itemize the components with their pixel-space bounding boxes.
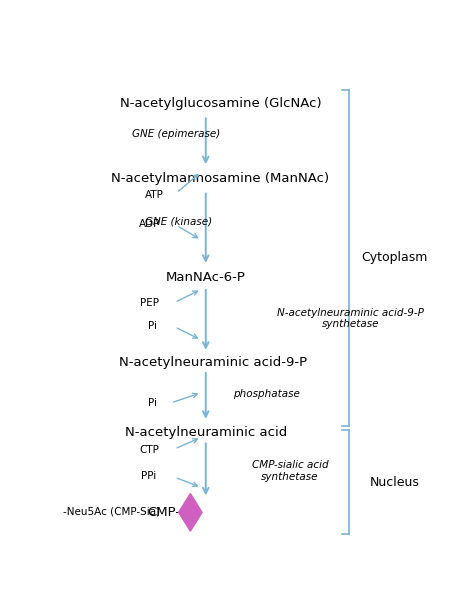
Text: N-acetylneuraminic acid: N-acetylneuraminic acid: [124, 426, 287, 439]
Text: Pi: Pi: [148, 398, 157, 408]
Text: GNE (kinase): GNE (kinase): [145, 216, 212, 226]
Text: Pi: Pi: [148, 321, 157, 331]
Text: Cytoplasm: Cytoplasm: [361, 251, 428, 264]
Polygon shape: [179, 493, 202, 531]
Text: ManNAc-6-P: ManNAc-6-P: [166, 271, 245, 284]
Text: N-acetylglucosamine (GlcNAc): N-acetylglucosamine (GlcNAc): [120, 97, 321, 110]
Text: PPi: PPi: [141, 471, 156, 481]
Text: ADP: ADP: [139, 218, 160, 229]
Text: N-acetylmannosamine (ManNAc): N-acetylmannosamine (ManNAc): [111, 173, 330, 185]
Text: -Neu5Ac (CMP-Sia): -Neu5Ac (CMP-Sia): [63, 507, 160, 517]
Text: GNE (epimerase): GNE (epimerase): [132, 129, 221, 139]
Text: phosphatase: phosphatase: [233, 389, 300, 398]
Text: N-acetylneuraminic acid-9-P: N-acetylneuraminic acid-9-P: [119, 356, 307, 368]
Text: N-acetylneuraminic acid-9-P
synthetase: N-acetylneuraminic acid-9-P synthetase: [277, 307, 424, 329]
Text: CMP-: CMP-: [147, 506, 180, 519]
Text: Nucleus: Nucleus: [369, 476, 420, 489]
Text: ATP: ATP: [145, 190, 164, 200]
Text: CTP: CTP: [139, 445, 159, 455]
Text: PEP: PEP: [140, 298, 159, 308]
Text: CMP-sialic acid
synthetase: CMP-sialic acid synthetase: [252, 460, 328, 482]
